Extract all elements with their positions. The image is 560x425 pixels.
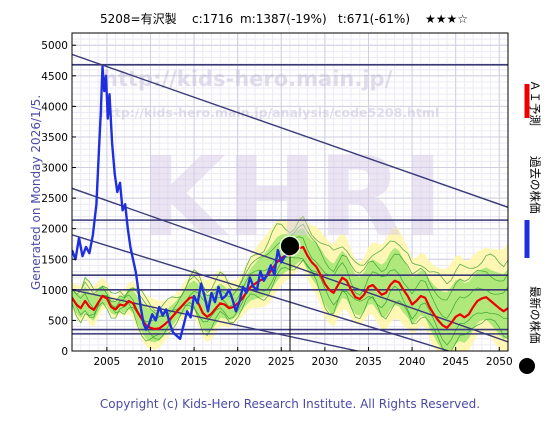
legend-latest-label: 最新の株価: [528, 286, 542, 344]
y-tick-label: 1000: [41, 285, 68, 297]
forecast-outer-band: [72, 215, 508, 351]
latest-price-marker-ring: [279, 235, 301, 257]
y-tick-label: 2000: [41, 224, 68, 236]
y-axis-ticks: 0 500 1000 1500 2000 2500 3000 3500 4000 4500 5000: [41, 40, 76, 358]
x-tick-label: 2030: [312, 356, 339, 368]
y-tick-label: 0: [61, 346, 68, 358]
x-tick-label: 2020: [224, 356, 251, 368]
legend: ＡＩ予測 過去の株価 最新の株価: [519, 80, 542, 374]
reference-lines: [72, 53, 508, 351]
header-target: t:671(-61%): [338, 12, 410, 26]
x-tick-label: 2050: [486, 356, 513, 368]
x-tick-label: 2015: [181, 356, 208, 368]
latest-marker: [279, 235, 301, 257]
forecast-scenario-line: [72, 215, 508, 312]
header-max: m:1387(-19%): [240, 12, 327, 26]
y-tick-label: 3500: [41, 132, 68, 144]
forecast-scenario-line: [72, 223, 508, 318]
x-tick-label: 2035: [355, 356, 382, 368]
y-tick-label: 500: [48, 315, 68, 327]
x-tick-label: 2010: [137, 356, 164, 368]
past-price-line: [72, 65, 292, 340]
x-tick-label: 2045: [442, 356, 469, 368]
y-tick-label: 3000: [41, 163, 68, 175]
legend-past-label: 過去の株価: [528, 156, 542, 214]
watermark-url-detail: http://kids-hero.main.jp/analysis/code52…: [100, 105, 439, 120]
legend-forecast-label: ＡＩ予測: [528, 80, 542, 126]
x-tick-label: 2025: [268, 356, 295, 368]
header-rating: ★★★☆: [425, 12, 468, 26]
watermark-url: http://kids-hero.main.jp/: [103, 67, 393, 91]
forecast-inner-band: [72, 228, 508, 351]
legend-latest-swatch: [519, 358, 535, 374]
y-tick-label: 2500: [41, 193, 68, 205]
y-tick-label: 4500: [41, 71, 68, 83]
header-current: c:1716: [192, 12, 233, 26]
diagonal-reference-line: [72, 289, 361, 351]
copyright-footer: Copyright (c) Kids-Hero Research Institu…: [100, 397, 480, 411]
plot-frame: [71, 32, 509, 352]
x-axis-ticks: 2005 2010 2015 2020 2025 2030 2035 2040 2045 2050: [94, 347, 513, 368]
y-tick-label: 1500: [41, 254, 68, 266]
x-tick-label: 2040: [399, 356, 426, 368]
generated-date-label: Generated on Monday 2026/1/5.: [29, 95, 43, 290]
diagonal-reference-line: [72, 53, 508, 208]
x-tick-label: 2005: [94, 356, 121, 368]
y-tick-label: 5000: [41, 40, 68, 52]
latest-price-marker: [281, 237, 299, 256]
y-tick-label: 4000: [41, 101, 68, 113]
header-stock: 5208=有沢製: [100, 12, 177, 26]
